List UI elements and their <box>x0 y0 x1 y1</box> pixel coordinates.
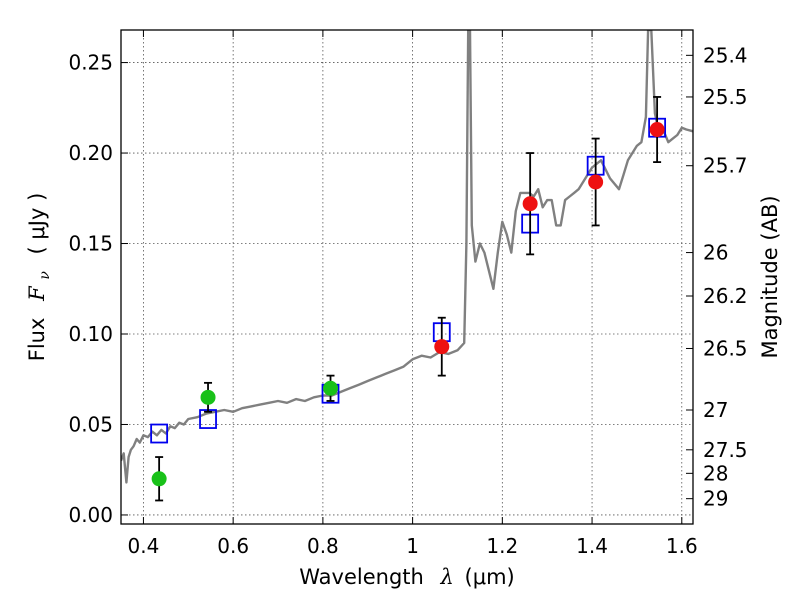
y-axis-label: Flux F ν ( μJy ) <box>25 193 54 362</box>
axis-ticks: 0.4 0.6 0.8 1 1.2 1.4 1.6 0.00 0.05 0.10 0.15 0.20 0… <box>68 30 748 558</box>
x-tick-label: 1.2 <box>486 534 518 558</box>
y2-tick-label: 25.4 <box>703 43 748 67</box>
x-tick-label: 0.8 <box>307 534 339 558</box>
y2-tick-label: 27.5 <box>703 438 748 462</box>
y-tick-label: 0.15 <box>68 232 113 256</box>
observed-flux-marker <box>522 196 538 212</box>
x-tick-label: 1 <box>406 534 419 558</box>
x-tick-label: 0.6 <box>217 534 249 558</box>
model-flux-marker <box>150 423 169 444</box>
x-tick-label: 1.4 <box>576 534 608 558</box>
y2-tick-label: 28 <box>703 461 728 485</box>
x-axis-label-unit: (μm) <box>465 565 515 589</box>
y2-tick-label: 25.5 <box>703 85 748 109</box>
plot-area <box>121 30 693 502</box>
grid-lines <box>121 30 693 524</box>
y-axis-label-symbol: F <box>25 285 49 302</box>
y2-tick-label: 27 <box>703 398 728 422</box>
y-tick-label: 0.05 <box>68 412 113 436</box>
x-tick-label: 1.6 <box>666 534 698 558</box>
y-tick-label: 0.00 <box>68 503 113 527</box>
observed-flux-marker <box>323 380 339 396</box>
y2-tick-label: 25.7 <box>703 154 748 178</box>
observed-flux-marker <box>151 471 167 487</box>
x-axis-label-symbol: λ <box>440 565 454 589</box>
y-tick-label: 0.20 <box>68 141 113 165</box>
y-tick-label: 0.25 <box>68 51 113 75</box>
y-axis-label-subscript: ν <box>37 271 53 280</box>
observed-flux-marker <box>588 174 604 190</box>
y2-tick-label: 26.2 <box>703 284 748 308</box>
observed-flux-marker <box>434 339 450 355</box>
plot-frame <box>120 29 694 525</box>
y-axis-label-text: Flux <box>25 318 49 362</box>
observed-flux-marker <box>200 389 216 405</box>
x-axis-label-text: Wavelength <box>299 565 424 589</box>
model-spectrum-line <box>121 30 693 484</box>
y-tick-label: 0.10 <box>68 322 113 346</box>
y2-tick-label: 26 <box>703 241 728 265</box>
observed-flux-marker <box>649 122 665 138</box>
x-axis-label: Wavelength λ (μm) <box>299 565 514 589</box>
y2-axis-label: Magnitude (AB) <box>758 195 782 358</box>
x-tick-label: 0.4 <box>128 534 160 558</box>
y2-tick-label: 26.5 <box>703 336 748 360</box>
y2-tick-label: 29 <box>703 487 728 511</box>
y-axis-label-unit: ( μJy ) <box>25 193 49 255</box>
